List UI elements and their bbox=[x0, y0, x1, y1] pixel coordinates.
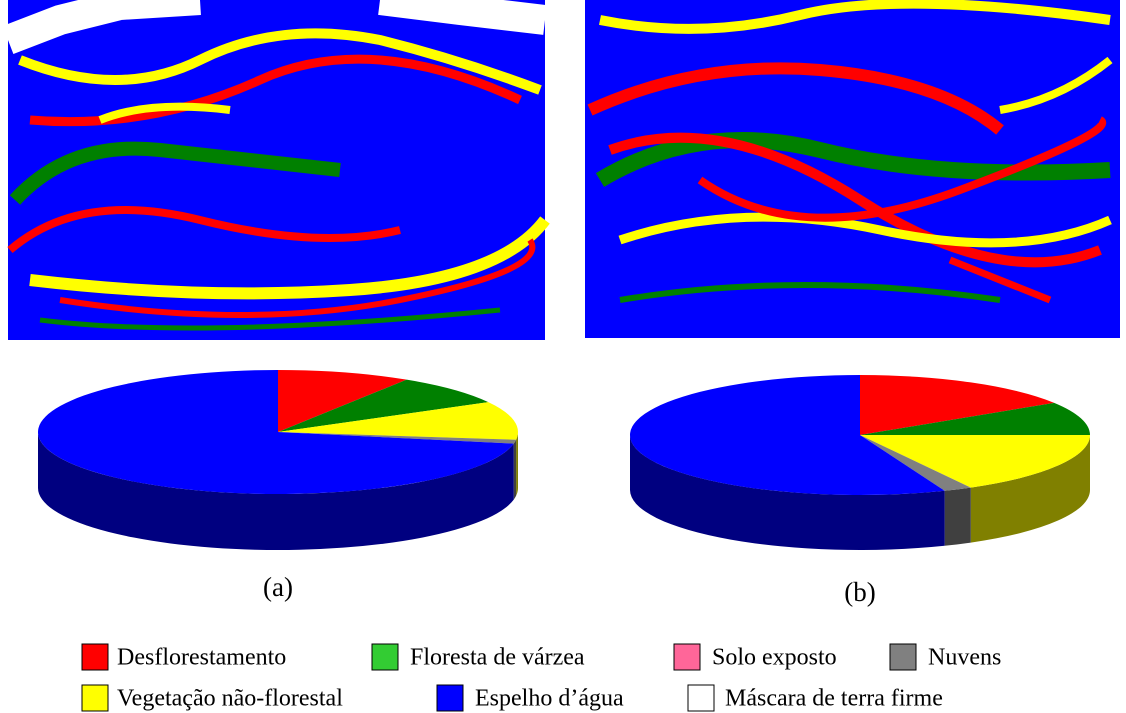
legend-label: Máscara de terra firme bbox=[725, 686, 943, 712]
legend-swatch bbox=[437, 685, 463, 711]
legend-label: Desflorestamento bbox=[117, 645, 286, 671]
legend: Desflorestamento Floresta de várzea Solo e… bbox=[82, 644, 1001, 712]
legend-label: Solo exposto bbox=[712, 645, 837, 671]
legend-swatch bbox=[82, 644, 108, 670]
pie-side bbox=[945, 488, 971, 546]
caption: (a) bbox=[263, 572, 293, 602]
legend-label: Floresta de várzea bbox=[410, 645, 585, 671]
figure: (a) (b) Desflorestamento Floresta de várz… bbox=[0, 0, 1126, 713]
legend-label: Vegetação não-florestal bbox=[117, 686, 343, 712]
pie-side bbox=[514, 440, 516, 500]
legend-swatch bbox=[82, 685, 108, 711]
legend-swatch bbox=[674, 644, 700, 670]
map-a bbox=[8, 0, 545, 340]
legend-swatch bbox=[688, 685, 714, 711]
legend-swatch bbox=[372, 644, 398, 670]
map-b bbox=[585, 0, 1120, 338]
caption: (b) bbox=[844, 577, 875, 607]
pie-side bbox=[516, 432, 518, 496]
legend-label: Espelho d’água bbox=[475, 686, 624, 712]
legend-swatch bbox=[890, 644, 916, 670]
legend-label: Nuvens bbox=[928, 645, 1001, 671]
pies bbox=[38, 370, 1090, 550]
